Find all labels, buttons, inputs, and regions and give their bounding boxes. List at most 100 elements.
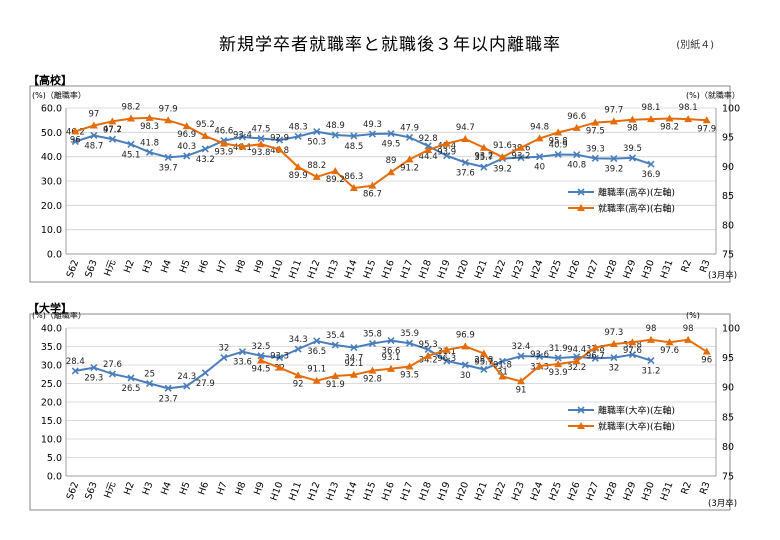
data-label: 39.2 (493, 165, 512, 175)
data-point (406, 133, 414, 142)
x-tick-label: H19 (436, 258, 453, 280)
data-point (610, 354, 618, 362)
data-point (108, 135, 116, 143)
data-point (498, 153, 507, 161)
data-point (201, 369, 209, 377)
x-tick-label: H17 (399, 480, 416, 502)
data-label: 34.7 (344, 354, 363, 364)
data-point (479, 143, 488, 151)
data-point (554, 354, 562, 362)
data-point (257, 134, 265, 142)
data-point (182, 122, 191, 130)
data-label: 96 (701, 356, 712, 366)
data-label: 94.8 (530, 122, 549, 132)
x-tick-label: H5 (178, 258, 193, 274)
data-label: 35.7 (474, 153, 493, 163)
data-label: 32.4 (512, 342, 531, 352)
data-point (702, 116, 711, 124)
data-point (536, 352, 544, 361)
data-point (276, 136, 284, 144)
data-point (349, 184, 358, 192)
x-tick-label: H10 (269, 480, 286, 502)
data-label: 35.9 (400, 329, 419, 339)
data-point (146, 379, 154, 388)
data-point (313, 128, 321, 136)
data-label: 40.4 (437, 142, 456, 152)
data-point (312, 376, 321, 384)
data-point (498, 357, 506, 365)
left-axis-tick-label: 50.0 (41, 128, 62, 139)
data-point (71, 138, 79, 146)
data-point (554, 150, 562, 159)
right-axis-tick-label: 100 (722, 104, 740, 115)
data-point (535, 134, 544, 142)
x-tick-label: H25 (547, 258, 564, 280)
data-label: 86.7 (363, 190, 382, 200)
data-label: 48.7 (84, 141, 103, 151)
employment-rate-series (257, 335, 711, 385)
legend-marker (577, 188, 585, 196)
data-label: 98 (683, 324, 694, 334)
section-label-highschool: 【高校】 (28, 74, 72, 87)
left-axis-label: (%)（離職率） (32, 312, 86, 320)
data-label: 24.3 (177, 372, 196, 382)
x-tick-label: H29 (621, 258, 638, 280)
data-point (275, 363, 284, 371)
data-label: 96.9 (177, 130, 196, 140)
x-tick-label: H18 (417, 480, 434, 502)
x-tick-label: H20 (454, 480, 471, 502)
data-label: 48.9 (326, 121, 345, 131)
right-axis-tick-label: 95 (722, 133, 734, 144)
data-point (368, 130, 376, 138)
data-label: 97.5 (586, 127, 605, 137)
data-label: 95.7 (474, 357, 493, 367)
data-point (349, 370, 358, 378)
data-label: 97.3 (604, 328, 623, 338)
data-point (89, 121, 98, 129)
x-tick-label: H30 (640, 258, 657, 280)
left-axis-tick-label: 20.0 (41, 201, 62, 212)
data-point (238, 133, 246, 141)
x-tick-label: H15 (361, 258, 378, 280)
data-point (238, 142, 247, 150)
data-point (424, 146, 433, 154)
data-point (517, 154, 525, 162)
data-point (368, 366, 377, 374)
data-point (201, 132, 210, 140)
x-tick-label: H20 (454, 258, 471, 280)
data-label: 93.4 (233, 131, 252, 141)
data-point (443, 152, 451, 160)
chart-highschool: 0.0 10.0 20.0 30.0 40.0 50.0 60.0 75 80 85 90 95 100… (29, 85, 740, 283)
data-point (628, 351, 636, 359)
data-label: 98.1 (642, 103, 661, 113)
x-tick-label: H24 (529, 258, 546, 280)
series-line (75, 339, 652, 390)
legend-marker (577, 406, 585, 414)
data-label: 47.5 (252, 124, 271, 134)
data-point (164, 153, 172, 161)
x-tick-label: H30 (640, 480, 657, 502)
x-tick-label: H27 (584, 480, 601, 502)
data-label: 47.9 (400, 123, 419, 133)
series-line (74, 130, 652, 169)
data-point (183, 152, 191, 160)
data-label: 49.3 (363, 120, 382, 130)
data-label: 32 (218, 344, 229, 354)
x-tick-label: H12 (306, 258, 323, 280)
data-point (461, 158, 469, 167)
right-axis-tick-label: 100 (722, 324, 740, 335)
data-label: 98.2 (122, 103, 141, 113)
legend-label: 離職率(大卒)(左軸) (598, 405, 675, 417)
data-label: 48.3 (289, 122, 308, 132)
data-point (517, 143, 525, 151)
data-point (331, 131, 339, 139)
data-label: 23.7 (159, 394, 178, 404)
data-point (572, 123, 581, 131)
x-tick-label: S63 (83, 480, 100, 501)
data-point (405, 362, 414, 370)
x-tick-label: H13 (324, 258, 341, 280)
data-point (331, 371, 340, 379)
series-line (74, 116, 707, 190)
x-tick-label: H3 (141, 258, 156, 274)
x-tick-label: S62 (65, 480, 82, 501)
